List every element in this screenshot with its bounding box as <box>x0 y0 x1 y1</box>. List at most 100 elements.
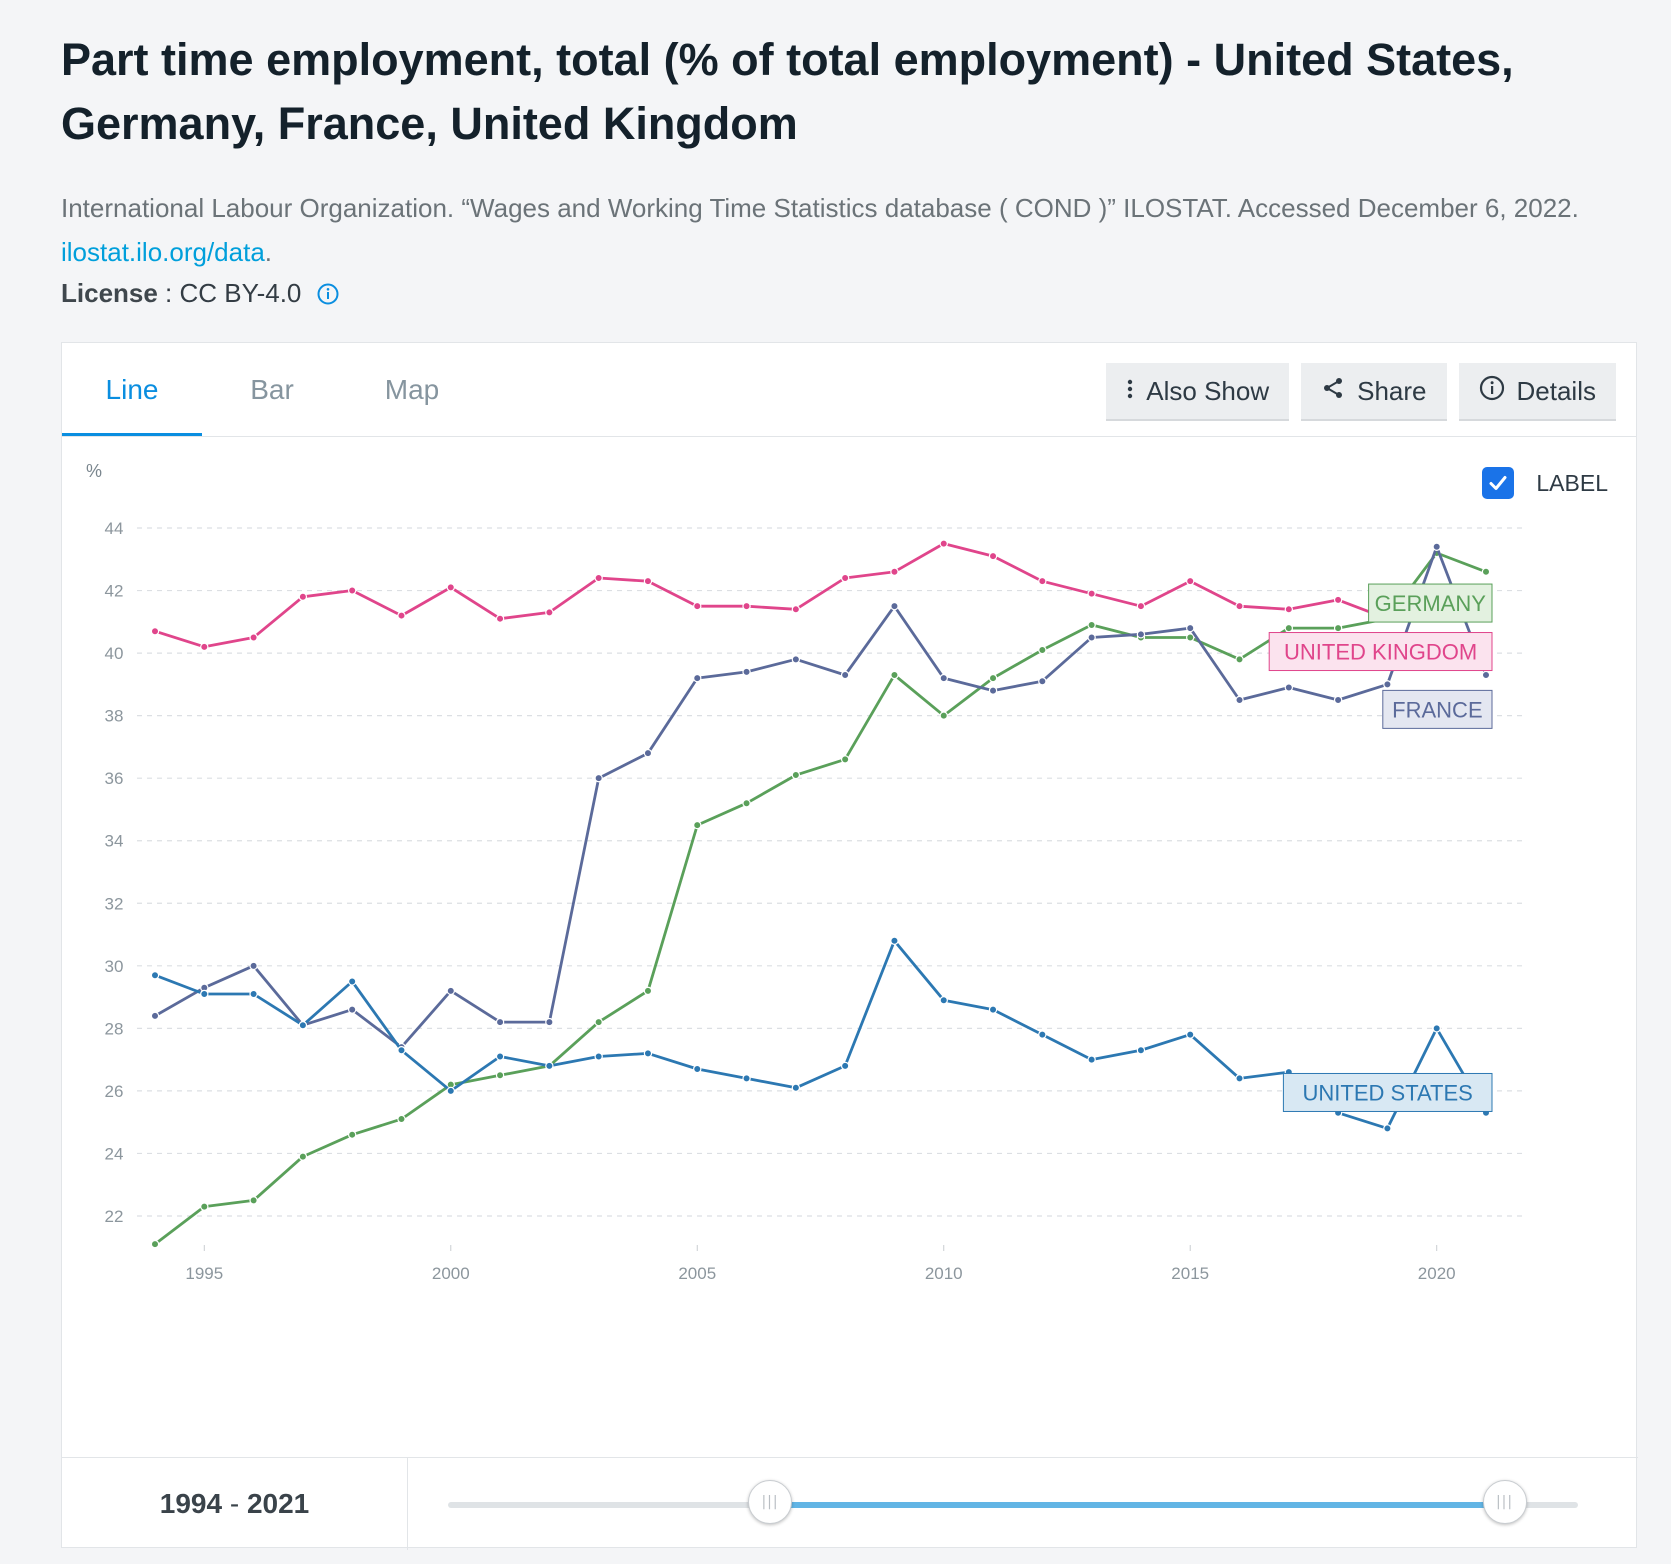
details-button[interactable]: Details <box>1458 363 1616 421</box>
share-icon <box>1321 376 1345 407</box>
info-icon[interactable] <box>317 283 339 305</box>
y-tick-label: 32 <box>105 894 124 913</box>
y-tick-label: 22 <box>105 1207 124 1226</box>
also-show-label: Also Show <box>1146 375 1270 406</box>
x-tick-label: 2010 <box>925 1264 963 1283</box>
x-tick-label: 2015 <box>1171 1264 1209 1283</box>
y-tick-label: 38 <box>105 707 124 726</box>
series-label-box-france <box>1382 689 1493 729</box>
slider-fill <box>770 1502 1505 1508</box>
data-point-united-kingdom <box>988 551 998 561</box>
data-point-united-states <box>545 1061 554 1071</box>
data-point-france <box>840 670 850 680</box>
data-point-united-kingdom <box>347 586 357 595</box>
data-point-united-kingdom <box>594 573 603 583</box>
data-point-germany <box>939 711 948 720</box>
data-point-united-states <box>643 1049 653 1058</box>
data-point-germany <box>249 1196 258 1205</box>
data-point-germany <box>594 1017 603 1027</box>
license-line: License : CC BY-4.0 <box>61 278 339 309</box>
data-point-germany <box>200 1202 209 1211</box>
tab-line[interactable]: Line <box>62 343 202 437</box>
data-point-germany <box>1284 623 1294 633</box>
data-point-united-kingdom <box>1136 601 1146 611</box>
data-point-united-kingdom <box>939 539 948 548</box>
data-point-france <box>446 986 455 996</box>
range-footer: 1994 - 2021 ||| ||| <box>62 1457 1638 1550</box>
checkmark-icon <box>1489 476 1507 490</box>
data-point-france <box>495 1017 505 1027</box>
data-point-france <box>742 667 751 677</box>
data-point-united-kingdom <box>1284 605 1294 614</box>
slider-start-handle[interactable]: ||| <box>748 1480 793 1524</box>
tab-bar[interactable]: Bar <box>250 374 294 405</box>
series-line-united-kingdom <box>154 542 1388 649</box>
label-checkbox[interactable] <box>1482 467 1515 499</box>
data-point-germany <box>347 1130 357 1139</box>
data-point-united-states <box>397 1046 406 1055</box>
label-toggle[interactable]: LABEL <box>1482 467 1608 499</box>
data-point-united-states <box>890 936 899 945</box>
data-point-united-states <box>1136 1046 1146 1055</box>
tab-map[interactable]: Map <box>384 374 440 405</box>
data-point-united-states <box>791 1083 801 1092</box>
grip-icon: ||| <box>761 1494 779 1510</box>
y-tick-label: 40 <box>105 644 124 663</box>
data-point-united-kingdom <box>200 642 209 652</box>
x-tick-label: 2020 <box>1418 1264 1456 1283</box>
data-point-united-states <box>840 1061 850 1071</box>
series-label-germany: GERMANY <box>1375 591 1487 616</box>
data-point-united-states <box>1432 1024 1441 1033</box>
label-toggle-text: LABEL <box>1536 469 1608 496</box>
data-point-germany <box>742 799 751 808</box>
more-vertical-icon <box>1126 376 1134 407</box>
data-point-united-states <box>693 1064 702 1074</box>
data-point-united-states <box>1383 1124 1392 1133</box>
data-point-germany <box>643 986 653 996</box>
data-point-germany <box>1038 645 1047 655</box>
series-line-germany <box>154 551 1487 1246</box>
series-line-united-states <box>154 939 1488 1130</box>
data-point-united-kingdom <box>840 573 850 583</box>
share-button[interactable]: Share <box>1301 363 1447 421</box>
data-point-united-states <box>446 1086 455 1096</box>
series-label-united-kingdom: UNITED KINGDOM <box>1284 640 1477 665</box>
data-point-germany <box>298 1152 308 1161</box>
line-chart: 22 24 26 28 30 32 34 36 38 40 42 44 1995 2000 2005 2010… <box>105 519 1522 1283</box>
data-point-united-kingdom <box>890 567 899 576</box>
x-tick-label: 2005 <box>678 1264 716 1283</box>
data-point-france <box>1432 542 1441 551</box>
data-point-united-kingdom <box>1038 576 1047 586</box>
data-point-germany <box>1481 567 1491 576</box>
data-point-germany <box>840 755 850 764</box>
data-point-france <box>1235 695 1244 705</box>
series-label-box-germany <box>1368 583 1493 623</box>
data-point-france <box>791 655 801 664</box>
details-label: Details <box>1516 375 1596 406</box>
chart-tabs: Line Bar Map <box>62 343 482 437</box>
also-show-button[interactable]: Also Show <box>1106 363 1290 421</box>
y-tick-label: 28 <box>105 1019 124 1038</box>
data-point-germany <box>397 1114 406 1124</box>
slider-end-handle[interactable]: ||| <box>1482 1480 1527 1524</box>
data-point-france <box>1038 677 1047 686</box>
source-link[interactable]: ilostat.ilo.org/data <box>61 237 265 267</box>
data-point-france <box>1136 630 1146 639</box>
range-start: 1994 <box>159 1488 223 1519</box>
chart-actions: Also Show Share Details <box>1106 363 1616 421</box>
chart-panel: Line Bar Map Also Show Share Details 22 2… <box>61 342 1638 1550</box>
data-point-united-states <box>1038 1030 1047 1039</box>
year-range-slider[interactable]: ||| ||| <box>448 1480 1578 1524</box>
data-point-united-kingdom <box>249 633 258 642</box>
y-tick-label: 24 <box>105 1144 124 1163</box>
page-title: Part time employment, total (% of total … <box>61 34 1514 149</box>
data-point-united-states <box>939 996 948 1005</box>
x-tick-label: 2000 <box>432 1264 470 1283</box>
data-point-france <box>988 686 998 695</box>
data-point-france <box>643 748 653 758</box>
data-point-france <box>1284 683 1294 692</box>
data-point-france <box>1333 695 1343 705</box>
data-point-germany <box>150 1239 160 1249</box>
data-point-france <box>1481 670 1491 680</box>
data-point-germany <box>988 673 998 683</box>
